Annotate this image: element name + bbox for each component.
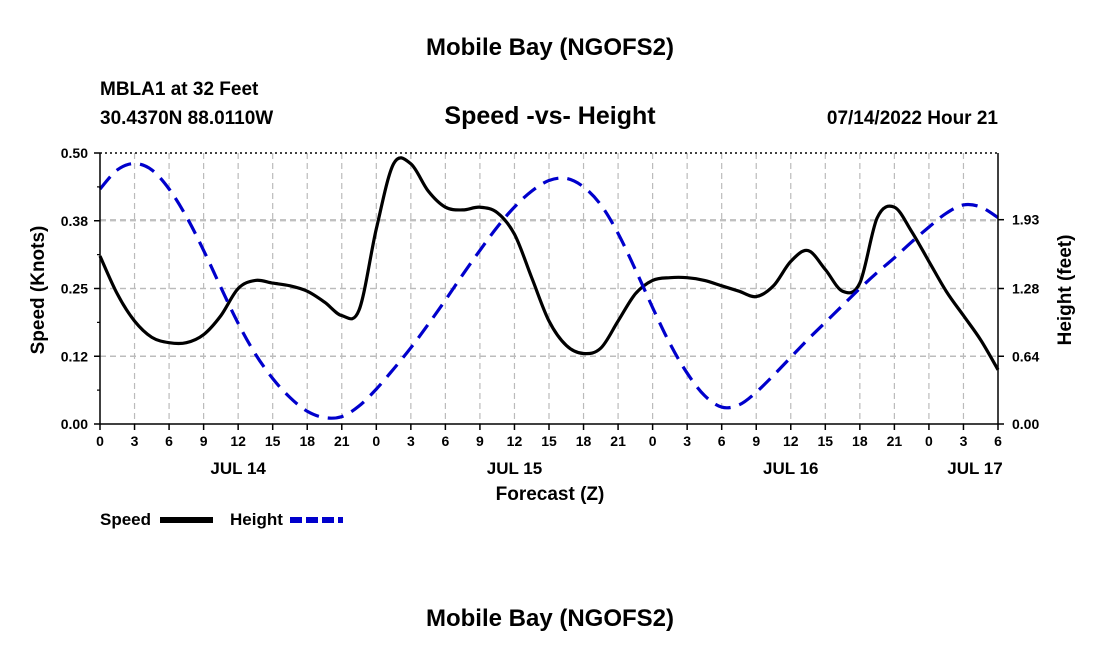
x-tick-label: 18 xyxy=(576,433,592,449)
x-day-label: JUL 17 xyxy=(947,459,1002,478)
y2-axis-title: Height (feet) xyxy=(1055,235,1076,346)
x-tick-label: 6 xyxy=(718,433,726,449)
y2-tick-label: 1.93 xyxy=(1012,212,1039,228)
x-tick-label: 21 xyxy=(334,433,350,449)
legend-speed-label: Speed xyxy=(100,510,151,529)
x-tick-label: 0 xyxy=(96,433,104,449)
x-tick-label: 18 xyxy=(299,433,315,449)
x-day-label: JUL 16 xyxy=(763,459,818,478)
height-series-line xyxy=(98,162,999,420)
x-tick-label: 3 xyxy=(131,433,139,449)
legend-height-label: Height xyxy=(230,510,283,529)
footer-title: Mobile Bay (NGOFS2) xyxy=(426,605,674,632)
y2-tick-label: 0.00 xyxy=(1012,416,1039,432)
y-tick-label: 0.25 xyxy=(61,281,88,297)
x-tick-label: 15 xyxy=(541,433,557,449)
x-tick-label: 15 xyxy=(818,433,834,449)
x-tick-label: 3 xyxy=(683,433,691,449)
x-tick-label: 9 xyxy=(200,433,208,449)
y-axis-title: Speed (Knots) xyxy=(28,226,49,355)
x-day-label: JUL 15 xyxy=(487,459,542,478)
x-tick-label: 6 xyxy=(994,433,1002,449)
x-tick-label: 21 xyxy=(887,433,903,449)
x-tick-label: 12 xyxy=(507,433,523,449)
x-tick-label: 0 xyxy=(925,433,933,449)
x-tick-label: 9 xyxy=(752,433,760,449)
x-tick-label: 15 xyxy=(265,433,281,449)
series-lines xyxy=(98,156,1000,420)
chart-subtitle: Speed -vs- Height xyxy=(444,102,656,130)
x-tick-label: 6 xyxy=(441,433,449,449)
x-tick-label: 3 xyxy=(407,433,415,449)
axes: 0 3 6 9 12 15 18 21 0 3 6 9 12 15 18 21 0 3 6 9 12 15 18 21 0 3 6 J… xyxy=(61,145,1040,478)
x-day-label: JUL 14 xyxy=(210,459,266,478)
x-tick-label: 12 xyxy=(783,433,799,449)
y-tick-label: 0.38 xyxy=(61,213,88,229)
y2-tick-label: 1.28 xyxy=(1012,281,1039,297)
y-tick-label: 0.12 xyxy=(61,348,88,364)
datetime-label: 07/14/2022 Hour 21 xyxy=(827,108,999,129)
x-tick-label: 6 xyxy=(165,433,173,449)
x-tick-label: 0 xyxy=(649,433,657,449)
y-tick-label: 0.50 xyxy=(61,145,88,161)
x-tick-label: 3 xyxy=(960,433,968,449)
y-tick-label: 0.00 xyxy=(61,416,88,432)
x-tick-label: 12 xyxy=(230,433,246,449)
grid-lines xyxy=(100,153,998,424)
x-axis-title: Forecast (Z) xyxy=(496,484,605,505)
x-tick-label: 0 xyxy=(372,433,380,449)
station-label: MBLA1 at 32 Feet xyxy=(100,79,259,100)
coords-label: 30.4370N 88.0110W xyxy=(100,108,273,129)
legend: Speed Height xyxy=(100,510,343,529)
page-title: Mobile Bay (NGOFS2) xyxy=(426,34,674,61)
x-tick-label: 18 xyxy=(852,433,868,449)
x-tick-label: 21 xyxy=(610,433,626,449)
x-tick-label: 9 xyxy=(476,433,484,449)
speed-series-line xyxy=(98,156,1000,371)
y2-tick-label: 0.64 xyxy=(1012,348,1039,364)
